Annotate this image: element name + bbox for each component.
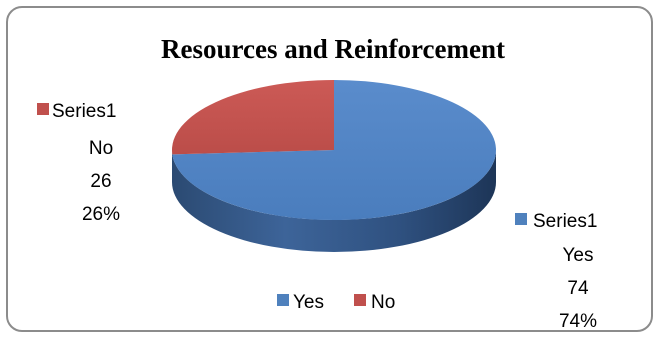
data-label-yes-value: 74 <box>567 278 589 299</box>
legend-label-yes: Yes <box>293 292 324 313</box>
data-label-no-swatch <box>37 103 49 115</box>
data-label-no: Series1 No 26 26% <box>37 101 120 225</box>
data-label-no-series: Series1 <box>52 101 116 122</box>
data-label-no-value: 26 <box>90 171 111 192</box>
pie-slice-no <box>171 80 334 155</box>
legend-swatch-yes <box>277 294 289 306</box>
data-label-yes-category: Yes <box>563 245 594 266</box>
data-label-yes-swatch <box>515 213 527 225</box>
data-label-yes-percent: 74% <box>559 311 597 332</box>
data-label-no-category: No <box>89 138 113 159</box>
legend-swatch-no <box>354 294 366 306</box>
legend-label-no: No <box>371 292 395 313</box>
pie-slice-yes <box>172 80 496 220</box>
legend: Yes No <box>277 292 395 313</box>
data-label-yes: Series1 Yes 74 74% <box>515 211 597 332</box>
data-label-no-percent: 26% <box>82 204 120 225</box>
pie-slice-side-yes <box>172 150 496 252</box>
data-label-yes-series: Series1 <box>533 211 597 232</box>
chart-title: Resources and Reinforcement <box>161 34 505 64</box>
